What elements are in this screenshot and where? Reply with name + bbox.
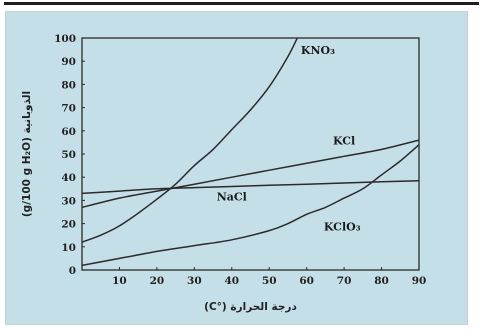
y-tick-label: 40: [61, 172, 76, 184]
x-tick-label: 60: [299, 275, 314, 287]
y-tick-label: 20: [61, 219, 76, 231]
y-axis-title: الذوبانية (g/100 g H₂O): [21, 91, 33, 217]
x-axis-title: درجة الحرارة (°C): [204, 301, 297, 313]
series-label-kclo: KClO₃: [324, 221, 361, 234]
series-labels: KNO₃ KCl NaCl KClO₃: [217, 44, 361, 233]
series-line-kno: [81, 37, 298, 243]
series-label-kcl: KCl: [333, 135, 355, 148]
top-rule: [4, 2, 479, 5]
series-label-nacl: NaCl: [217, 190, 247, 203]
solubility-chart: 10 20 30 40 50 60 70 80 90 0 10 20 30 40 50 60 70 80 90 100…: [21, 33, 426, 313]
x-tick-label: 40: [224, 275, 239, 287]
x-tick-label: 20: [150, 275, 165, 287]
x-tick-label: 50: [262, 275, 277, 287]
axes: [81, 37, 420, 271]
x-tick-label: 10: [112, 275, 127, 287]
y-tick-label: 50: [61, 149, 76, 161]
x-tick-label: 30: [187, 275, 202, 287]
y-tick-label: 90: [61, 56, 76, 68]
y-tick-label: 80: [61, 79, 76, 91]
tick-labels: 10 20 30 40 50 60 70 80 90 0 10 20 30 40 50 60 70 80 90 100: [54, 33, 426, 287]
series-line-kclo: [81, 144, 420, 267]
y-tick-label: 10: [61, 242, 76, 254]
chart-panel: 10 20 30 40 50 60 70 80 90 0 10 20 30 40 50 60 70 80 90 100…: [5, 11, 468, 325]
y-tick-label: 0: [69, 265, 76, 277]
x-tick-label: 90: [412, 275, 427, 287]
x-tick-label: 70: [337, 275, 352, 287]
series-line-nacl: [81, 179, 420, 195]
series-line-kcl: [81, 139, 420, 209]
y-tick-label: 100: [54, 33, 76, 45]
x-tick-label: 80: [374, 275, 389, 287]
series-lines: [81, 37, 420, 267]
series-label-kno: KNO₃: [301, 44, 335, 57]
y-tick-label: 30: [61, 195, 76, 207]
y-tick-label: 60: [61, 126, 76, 138]
y-tick-label: 70: [61, 103, 76, 115]
